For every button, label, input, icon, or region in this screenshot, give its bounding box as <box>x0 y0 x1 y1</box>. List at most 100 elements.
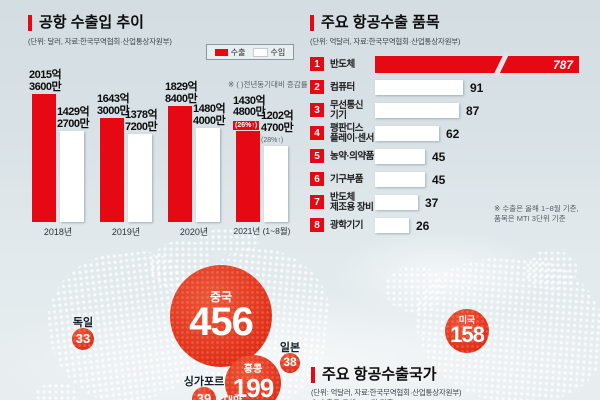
item-label-line: 평판디스 <box>330 123 363 134</box>
rank-badge: 8 <box>310 218 324 232</box>
export-bar <box>32 94 56 222</box>
rank-badge: 2 <box>310 80 324 94</box>
import-value-label-line: 2700만 <box>57 117 90 130</box>
import-value-label-change: (28%↑) <box>261 137 284 144</box>
legend-import-label: 수입 <box>270 47 286 57</box>
export-value-label-change: (26%↑) <box>233 120 260 130</box>
export-bar <box>236 131 260 222</box>
item-value: 45 <box>432 150 446 164</box>
export-value-label: 1829억 8400만 <box>165 81 198 105</box>
item-row: 1 반도체 787 <box>310 51 598 77</box>
import-value-label: 1429억 2700만 <box>57 106 90 130</box>
countries-note: ※ 수출은 올해 1~8월 기준 <box>311 398 394 400</box>
import-swatch-icon <box>252 47 268 57</box>
country-name-label: 독일 <box>72 317 94 329</box>
item-row: 2 컴퓨터 91 <box>310 77 598 99</box>
item-bar <box>375 126 439 141</box>
item-row: 4 평판디스 플레이·센서 62 <box>310 123 598 145</box>
item-row: 7 반도체 제조용 장비 37 <box>310 192 598 214</box>
export-value-label-line: 3000만 <box>97 104 130 117</box>
country-name-label: 일본 <box>279 342 301 354</box>
country-value: 39 <box>196 390 212 400</box>
import-bar <box>128 134 152 222</box>
import-bar <box>196 128 220 222</box>
country-bubble-일본: 38 <box>280 353 300 373</box>
item-row: 3 무선통신 기기 87 <box>310 100 598 122</box>
export-bar <box>100 118 124 222</box>
export-value-label: 1430억 4800만 (26%↑) <box>233 94 266 131</box>
export-value-label-line: 1430억 <box>233 94 266 107</box>
import-value-label-line: 1480억 <box>193 103 226 115</box>
item-label: 무선통신 기기 <box>330 101 382 121</box>
items-note: ※ 수출은 올해 1~8월 기준, 품목은 MTI 3단위 기준 <box>494 204 579 223</box>
item-label: 반도체 제조용 장비 <box>330 193 382 213</box>
item-label: 평판디스 플레이·센서 <box>330 124 382 144</box>
export-bar <box>168 106 192 222</box>
item-value: 91 <box>470 81 484 95</box>
map-africa-edge <box>35 383 79 400</box>
items-note-line2: 품목은 MTI 3단위 기준 <box>494 213 566 223</box>
export-value-label-line: 8400만 <box>165 92 198 105</box>
item-row: 8 광학기기 26 <box>310 215 598 237</box>
import-value-label-line: 7200만 <box>125 120 158 133</box>
import-bar <box>264 146 288 222</box>
item-value: 87 <box>466 104 480 118</box>
import-value-label-line: 1378억 <box>125 109 158 121</box>
country-name-label: 싱가포르 <box>183 376 225 388</box>
country-value: 33 <box>75 330 91 346</box>
export-value-label: 2015억 3600만 <box>29 69 62 93</box>
country-value: 456 <box>189 300 254 345</box>
item-label-line: 광학기기 <box>330 220 363 231</box>
item-bar <box>375 80 463 95</box>
country-name: 홍콩 <box>243 364 263 376</box>
export-value-label-line: 1643억 <box>97 93 130 105</box>
countries-title: 주요 항공수출국가 <box>311 367 437 383</box>
import-value-label-line: 4700만 <box>261 121 294 134</box>
item-label-line: 농약·의약품 <box>330 151 374 162</box>
countries-subtitle: (단위: 억달러, 자료:한국무역협회·산업통상자원부) <box>311 388 462 397</box>
items-chart-title: 주요 항공수출 품목 <box>310 15 440 31</box>
country-name: 중국 <box>209 289 233 304</box>
import-value-label-line: 1429억 <box>57 106 90 118</box>
item-bar <box>375 172 425 187</box>
item-bar <box>375 195 418 210</box>
item-label: 광학기기 <box>330 221 382 231</box>
rank-badge: 6 <box>310 172 324 186</box>
import-value-label-line: 4000만 <box>193 114 226 127</box>
rank-badge: 1 <box>310 57 324 71</box>
import-value-label-line: 1202억 <box>261 110 294 122</box>
country-bubble-대만: 대만 <box>216 395 250 400</box>
country-name: 미국 <box>458 314 476 325</box>
item-value: 26 <box>416 219 430 233</box>
export-value-label-line: 4800만 <box>233 106 266 118</box>
export-value-label-line: 1829억 <box>165 81 198 93</box>
country-bubble-홍콩: 홍콩 199 <box>225 355 281 400</box>
export-swatch-icon <box>214 48 228 56</box>
map-alaska <box>385 266 443 312</box>
item-label-line: 무선통신 <box>330 100 363 111</box>
item-row: 5 농약·의약품 45 <box>310 146 598 168</box>
import-value-label: 1480억 4000만 <box>193 103 226 127</box>
item-label-line: 반도체 <box>330 59 355 70</box>
item-label: 컴퓨터 <box>330 83 382 93</box>
import-value-label: 1202억 4700만 (28%↑) <box>261 110 294 145</box>
legend-import-item: 수입 <box>252 47 286 58</box>
item-bar <box>375 149 425 164</box>
item-label-line: 반도체 <box>330 192 355 203</box>
trend-note: ※ ( )전년동기대비 증감률 <box>228 80 308 89</box>
item-value: 787 <box>552 57 573 72</box>
x-axis-year-label: 2019년 <box>111 227 141 237</box>
import-value-label: 1378억 7200만 <box>125 109 158 133</box>
country-value: 158 <box>450 322 485 348</box>
rank-badge: 4 <box>310 126 324 140</box>
item-value: 37 <box>425 196 439 210</box>
country-name: 대만 <box>224 396 242 400</box>
x-axis-year-label: 2020년 <box>179 227 209 237</box>
country-bubble-미국: 미국 158 <box>445 309 489 353</box>
map-greenland <box>525 250 577 290</box>
item-bar <box>375 218 409 233</box>
legend-export-label: 수출 <box>230 47 246 57</box>
item-label-line: 기구부품 <box>330 174 363 185</box>
import-bar <box>60 131 84 222</box>
country-bubble-중국: 중국 456 <box>170 265 272 367</box>
